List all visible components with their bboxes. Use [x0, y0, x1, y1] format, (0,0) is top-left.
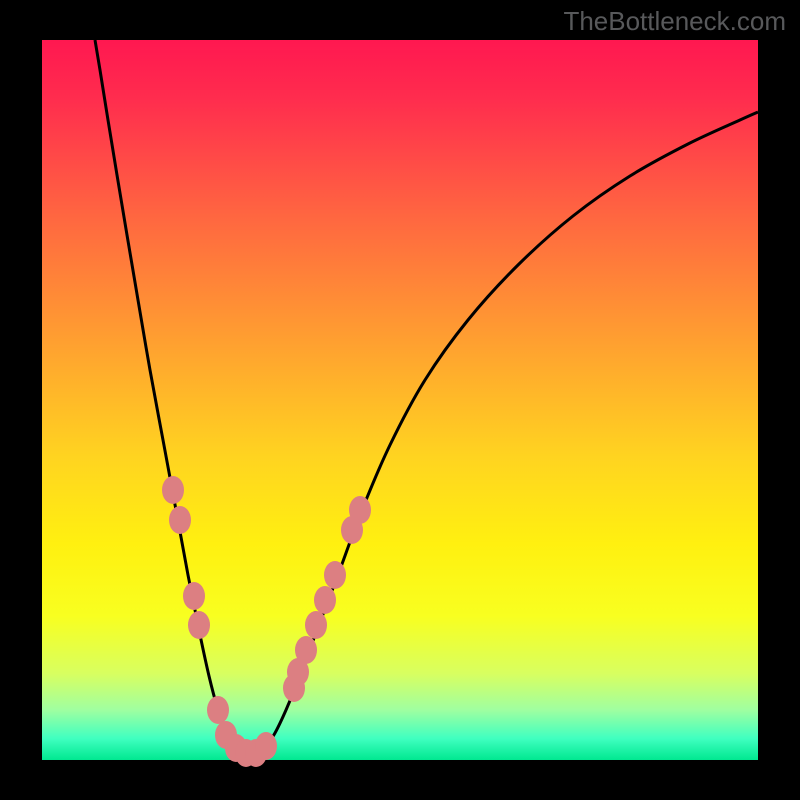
data-marker	[295, 636, 317, 664]
data-marker	[324, 561, 346, 589]
data-marker	[207, 696, 229, 724]
data-marker	[188, 611, 210, 639]
data-marker	[162, 476, 184, 504]
data-marker	[305, 611, 327, 639]
watermark-text: TheBottleneck.com	[563, 6, 786, 37]
chart-container: TheBottleneck.com	[0, 0, 800, 800]
data-marker	[314, 586, 336, 614]
data-marker	[255, 732, 277, 760]
data-marker	[169, 506, 191, 534]
bottleneck-curve-chart	[0, 0, 800, 800]
data-marker	[183, 582, 205, 610]
data-marker	[349, 496, 371, 524]
plot-background	[42, 40, 758, 760]
